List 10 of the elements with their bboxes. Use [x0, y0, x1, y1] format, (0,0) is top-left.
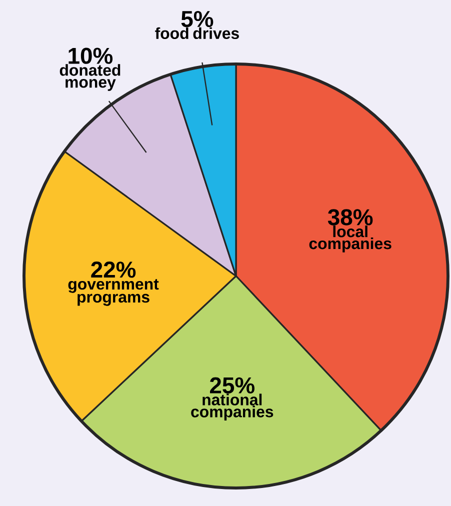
slice-label: local companies: [309, 226, 392, 252]
slice-label: government programs: [68, 279, 159, 306]
data-label: 5%: [181, 10, 214, 28]
data-label: 22%: [91, 262, 136, 278]
slice-label: national companies: [191, 394, 274, 421]
data-label: 38%: [328, 209, 373, 226]
slice-label: food drives: [155, 27, 239, 40]
data-label: 10%: [68, 48, 113, 64]
data-label: 25%: [210, 377, 254, 394]
slice-label: donated money: [60, 64, 120, 91]
